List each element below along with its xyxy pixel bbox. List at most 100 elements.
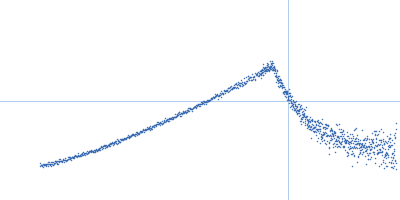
Point	[352, 139, 358, 142]
Point	[265, 68, 272, 72]
Point	[350, 151, 356, 154]
Point	[190, 105, 197, 108]
Point	[281, 90, 287, 93]
Point	[140, 128, 146, 131]
Point	[80, 153, 87, 156]
Point	[242, 80, 249, 83]
Point	[318, 134, 324, 137]
Point	[289, 103, 295, 106]
Point	[302, 106, 309, 109]
Point	[55, 160, 62, 163]
Point	[320, 132, 326, 135]
Point	[342, 141, 349, 144]
Point	[293, 107, 300, 110]
Point	[101, 143, 107, 146]
Point	[145, 128, 151, 131]
Point	[389, 152, 396, 155]
Point	[188, 108, 195, 111]
Point	[363, 162, 369, 166]
Point	[251, 75, 258, 78]
Point	[177, 112, 184, 115]
Point	[310, 127, 316, 130]
Point	[58, 159, 64, 162]
Point	[356, 142, 362, 145]
Point	[265, 68, 271, 71]
Point	[386, 136, 393, 139]
Point	[291, 108, 298, 112]
Point	[68, 157, 74, 160]
Point	[51, 162, 57, 165]
Point	[171, 115, 177, 118]
Point	[292, 100, 299, 103]
Point	[340, 140, 347, 143]
Point	[134, 130, 141, 133]
Point	[266, 68, 272, 71]
Point	[178, 111, 184, 115]
Point	[312, 121, 318, 124]
Point	[146, 127, 152, 130]
Point	[360, 144, 366, 147]
Point	[245, 75, 252, 78]
Point	[168, 117, 174, 120]
Point	[371, 130, 377, 133]
Point	[106, 142, 113, 145]
Point	[380, 167, 387, 170]
Point	[373, 140, 379, 143]
Point	[382, 153, 389, 156]
Point	[107, 144, 114, 147]
Point	[170, 117, 177, 120]
Point	[64, 158, 70, 161]
Point	[268, 59, 275, 63]
Point	[327, 133, 334, 137]
Point	[295, 109, 302, 112]
Point	[324, 139, 330, 143]
Point	[366, 140, 372, 143]
Point	[111, 140, 117, 144]
Point	[256, 70, 263, 73]
Point	[296, 105, 303, 108]
Point	[255, 74, 261, 78]
Point	[239, 83, 245, 86]
Point	[126, 134, 133, 137]
Point	[378, 141, 384, 144]
Point	[296, 110, 302, 113]
Point	[303, 117, 310, 120]
Point	[126, 135, 132, 138]
Point	[96, 148, 103, 152]
Point	[262, 72, 269, 75]
Point	[314, 127, 320, 131]
Point	[194, 103, 200, 107]
Point	[281, 90, 288, 93]
Point	[319, 122, 325, 126]
Point	[314, 139, 320, 142]
Point	[293, 109, 299, 113]
Point	[347, 147, 354, 150]
Point	[361, 138, 367, 141]
Point	[245, 75, 251, 78]
Point	[374, 144, 380, 147]
Point	[226, 87, 232, 90]
Point	[323, 143, 329, 146]
Point	[138, 129, 144, 132]
Point	[379, 151, 386, 154]
Point	[354, 160, 360, 163]
Point	[87, 150, 94, 153]
Point	[314, 124, 321, 127]
Point	[276, 81, 282, 84]
Point	[57, 159, 63, 162]
Point	[261, 67, 268, 70]
Point	[41, 164, 47, 167]
Point	[380, 161, 386, 164]
Point	[280, 91, 286, 94]
Point	[153, 124, 160, 127]
Point	[312, 124, 319, 127]
Point	[284, 90, 290, 94]
Point	[260, 62, 266, 66]
Point	[302, 122, 308, 125]
Point	[330, 134, 336, 138]
Point	[342, 139, 348, 142]
Point	[205, 100, 211, 103]
Point	[136, 131, 142, 134]
Point	[196, 104, 202, 108]
Point	[72, 154, 78, 158]
